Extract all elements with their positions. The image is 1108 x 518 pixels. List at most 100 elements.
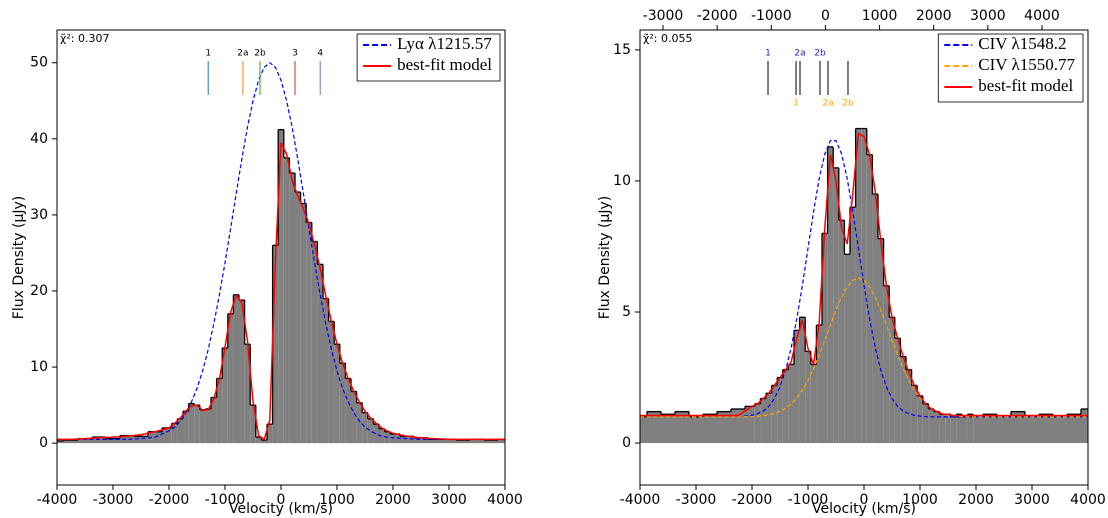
bin	[661, 414, 675, 444]
y-tick-label: 40	[30, 131, 48, 147]
legend: Lyα λ1215.57 best-fit model	[356, 33, 501, 82]
y-tick-label: 0	[622, 435, 631, 451]
y-tick-label: 50	[30, 55, 48, 71]
bin	[950, 416, 957, 444]
bin	[367, 418, 374, 444]
legend-label: best-fit model	[397, 55, 492, 74]
y-tick-label: 10	[613, 173, 631, 189]
bin	[484, 440, 498, 444]
component-label: 2a	[822, 99, 833, 109]
bin	[922, 403, 929, 444]
bin	[827, 146, 834, 444]
bin	[689, 416, 703, 444]
x-tick-label: -3000	[93, 492, 134, 508]
component-label: 1	[205, 49, 211, 59]
bin	[289, 173, 295, 444]
x-tick-label: 3000	[431, 492, 467, 508]
component-label: 4	[317, 49, 323, 59]
bin	[356, 402, 363, 444]
bin	[328, 321, 335, 444]
x2-tick-label: 4000	[1024, 8, 1060, 24]
bin	[194, 405, 200, 444]
bin	[1011, 411, 1025, 444]
legend-label: CIV λ1548.2	[978, 34, 1066, 53]
x2-tick-label: 0	[821, 8, 830, 24]
bin	[255, 437, 262, 444]
x-tick-label: -2000	[149, 492, 190, 508]
bin	[822, 233, 828, 444]
bin	[1053, 416, 1067, 444]
bin	[351, 391, 357, 444]
x2-tick-label: 1000	[862, 8, 898, 24]
bin	[766, 393, 772, 444]
bin	[956, 414, 962, 444]
bin	[278, 129, 284, 444]
bin	[717, 411, 731, 444]
bin	[334, 344, 340, 444]
bin	[911, 385, 918, 444]
x2-tick-label: 2000	[916, 8, 952, 24]
bin	[1081, 408, 1088, 444]
bin	[745, 406, 755, 444]
bin	[211, 397, 217, 444]
x-tick-label: 1000	[902, 492, 938, 508]
bin	[244, 344, 251, 444]
bin	[906, 369, 912, 444]
y-tick-label: 30	[30, 207, 48, 223]
x-tick-label: -3000	[676, 492, 717, 508]
fit-line	[640, 132, 1088, 417]
legend-box	[356, 33, 501, 82]
bin	[777, 377, 783, 444]
x2-tick-label: -3000	[643, 8, 684, 24]
bin	[283, 157, 290, 444]
x-tick-label: -1000	[788, 492, 829, 508]
plot-area	[640, 127, 1088, 444]
y-tick-label: 15	[613, 42, 631, 58]
bin	[872, 194, 878, 444]
bin	[771, 385, 778, 444]
x-tick-label: 2000	[958, 492, 994, 508]
component-label: 2a	[794, 49, 805, 59]
component-label: 2b	[814, 49, 826, 59]
bin	[345, 378, 351, 444]
bin	[64, 440, 78, 444]
panel: -4000 -3000 -2000 -1000 0 1000 2000 3000 4000 0 10…	[11, 29, 523, 517]
bin	[339, 363, 346, 444]
bin	[844, 254, 850, 444]
y-axis-label: Flux Density (μJy)	[597, 196, 613, 319]
x-axis-label: Velocity (km/s)	[229, 501, 333, 517]
y-tick-label: 10	[30, 359, 48, 375]
bin	[788, 364, 794, 444]
bin	[967, 414, 974, 444]
x-tick-label: 0	[860, 492, 869, 508]
bin	[267, 424, 273, 444]
panel: -4000 -3000 -2000 -1000 0 1000 2000 3000 4000-30…	[597, 8, 1106, 517]
bin	[261, 440, 267, 444]
bin	[810, 364, 817, 444]
x-tick-label: 4000	[487, 492, 523, 508]
bin	[498, 439, 505, 444]
bin	[900, 356, 906, 444]
bin	[760, 398, 766, 444]
x-tick-label: 4000	[1070, 492, 1106, 508]
bin	[295, 192, 301, 444]
bin	[362, 412, 368, 444]
bin	[300, 203, 307, 444]
bin	[794, 330, 800, 444]
bin	[945, 414, 951, 444]
bin	[162, 427, 172, 444]
bin	[428, 439, 442, 444]
x2-tick-label: 3000	[970, 8, 1006, 24]
component-label: 2b	[842, 99, 854, 109]
y-tick-label: 5	[622, 304, 631, 320]
annotation: χ̃²: 0.307	[60, 32, 109, 45]
bin	[400, 436, 414, 444]
bin	[647, 411, 661, 444]
bin	[199, 409, 206, 444]
bin	[216, 378, 223, 444]
bin	[183, 411, 189, 444]
bin	[272, 245, 279, 444]
bin	[92, 437, 106, 444]
bin	[239, 300, 245, 444]
